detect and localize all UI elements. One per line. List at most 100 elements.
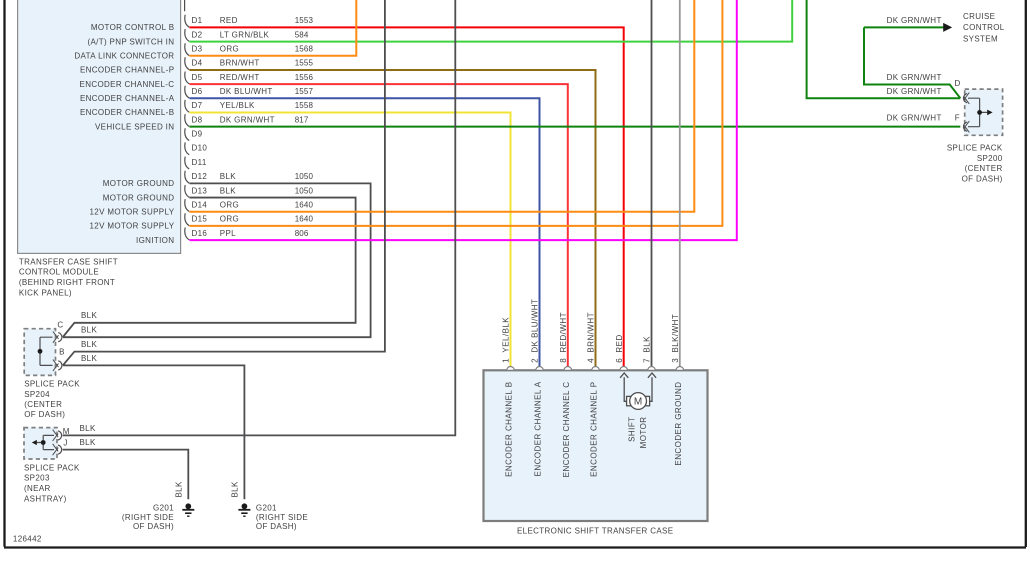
svg-text:BLK: BLK (80, 424, 96, 433)
svg-text:1556: 1556 (295, 73, 314, 82)
svg-text:1555: 1555 (295, 59, 314, 68)
svg-text:3 BLK/WHT: 3 BLK/WHT (671, 314, 680, 363)
svg-text:(RIGHT SIDE: (RIGHT SIDE (256, 513, 308, 522)
svg-text:BLK: BLK (81, 311, 97, 320)
svg-text:LT GRN/BLK: LT GRN/BLK (220, 30, 270, 39)
svg-text:RED: RED (220, 16, 238, 25)
svg-text:D8: D8 (192, 115, 203, 124)
svg-text:DK GRN/WHT: DK GRN/WHT (887, 87, 942, 96)
svg-text:1050: 1050 (295, 186, 314, 195)
svg-text:1557: 1557 (295, 87, 314, 96)
svg-text:1558: 1558 (295, 101, 314, 110)
svg-text:ORG: ORG (220, 200, 239, 209)
svg-text:ASHTRAY): ASHTRAY) (24, 494, 67, 503)
svg-text:ORG: ORG (220, 215, 239, 224)
svg-text:D11: D11 (192, 158, 207, 167)
svg-text:4 BRN/WHT: 4 BRN/WHT (587, 312, 596, 363)
svg-text:G201: G201 (153, 504, 174, 513)
svg-text:(NEAR: (NEAR (24, 484, 51, 493)
svg-text:D15: D15 (192, 215, 208, 224)
svg-text:YEL/BLK: YEL/BLK (220, 101, 255, 110)
svg-text:ENCODER CHANNEL-B: ENCODER CHANNEL-B (80, 108, 174, 117)
svg-text:MOTOR CONTROL B: MOTOR CONTROL B (91, 23, 174, 32)
svg-text:KICK PANEL): KICK PANEL) (19, 288, 72, 297)
svg-text:IGNITION: IGNITION (136, 236, 174, 245)
svg-text:D3: D3 (192, 44, 203, 53)
svg-text:VEHICLE SPEED IN: VEHICLE SPEED IN (95, 122, 174, 131)
svg-text:M: M (63, 427, 70, 436)
svg-text:SPLICE PACK: SPLICE PACK (24, 380, 80, 389)
svg-text:B: B (59, 348, 65, 357)
svg-text:OF DASH): OF DASH) (256, 522, 297, 531)
svg-text:CONTROL MODULE: CONTROL MODULE (19, 268, 99, 277)
svg-text:DK BLU/WHT: DK BLU/WHT (220, 87, 273, 96)
svg-text:DK GRN/WHT: DK GRN/WHT (220, 115, 275, 124)
svg-text:OF DASH): OF DASH) (962, 175, 1003, 184)
svg-text:584: 584 (295, 30, 309, 39)
svg-text:CONTROL: CONTROL (963, 23, 1005, 32)
svg-text:ORG: ORG (220, 44, 239, 53)
svg-text:BLK: BLK (81, 354, 97, 363)
svg-text:D10: D10 (192, 144, 208, 153)
svg-text:BLK: BLK (230, 481, 239, 497)
svg-text:G201: G201 (256, 504, 277, 513)
svg-text:BLK: BLK (81, 326, 97, 335)
svg-text:ENCODER CHANNEL C: ENCODER CHANNEL C (562, 382, 571, 478)
svg-text:(RIGHT SIDE: (RIGHT SIDE (122, 513, 174, 522)
svg-text:BRN/WHT: BRN/WHT (220, 59, 260, 68)
svg-text:MOTOR GROUND: MOTOR GROUND (103, 179, 175, 188)
svg-text:817: 817 (295, 115, 309, 124)
svg-text:DK GRN/WHT: DK GRN/WHT (887, 114, 942, 123)
svg-text:(BEHIND RIGHT FRONT: (BEHIND RIGHT FRONT (19, 278, 115, 287)
svg-text:RED/WHT: RED/WHT (220, 73, 260, 82)
svg-text:1553: 1553 (295, 16, 314, 25)
svg-text:M: M (634, 397, 642, 408)
svg-text:D4: D4 (192, 59, 203, 68)
svg-text:12V MOTOR SUPPLY: 12V MOTOR SUPPLY (90, 222, 175, 231)
svg-text:D9: D9 (192, 130, 203, 139)
svg-text:SP204: SP204 (24, 390, 50, 399)
svg-text:7 BLK: 7 BLK (643, 336, 652, 363)
svg-text:BLK: BLK (220, 172, 236, 181)
svg-text:SPLICE PACK: SPLICE PACK (947, 143, 1003, 152)
svg-text:SPLICE PACK: SPLICE PACK (24, 463, 80, 472)
svg-text:(CENTER: (CENTER (965, 164, 1003, 173)
svg-text:D16: D16 (192, 229, 208, 238)
svg-text:ENCODER CHANNEL-A: ENCODER CHANNEL-A (80, 94, 175, 103)
svg-text:SP203: SP203 (24, 474, 50, 483)
svg-text:BLK: BLK (174, 481, 183, 497)
svg-text:1050: 1050 (295, 172, 314, 181)
svg-text:ENCODER CHANNEL P: ENCODER CHANNEL P (590, 382, 599, 477)
svg-text:ELECTRONIC SHIFT TRANSFER CASE: ELECTRONIC SHIFT TRANSFER CASE (517, 527, 673, 536)
svg-text:D2: D2 (192, 30, 203, 39)
svg-text:1640: 1640 (295, 215, 314, 224)
svg-text:MOTOR: MOTOR (639, 417, 648, 449)
svg-text:1568: 1568 (295, 44, 314, 53)
svg-text:C: C (57, 320, 63, 329)
svg-text:BLK: BLK (80, 438, 96, 447)
svg-text:1640: 1640 (295, 200, 314, 209)
svg-text:ENCODER CHANNEL-P: ENCODER CHANNEL-P (80, 66, 174, 75)
svg-text:806: 806 (295, 229, 309, 238)
svg-text:D5: D5 (192, 73, 203, 82)
svg-text:D13: D13 (192, 186, 208, 195)
svg-text:126442: 126442 (13, 534, 42, 543)
svg-text:DK GRN/WHT: DK GRN/WHT (887, 73, 942, 82)
svg-text:2 DK BLU/WHT: 2 DK BLU/WHT (531, 299, 540, 363)
svg-text:1 YEL/BLK: 1 YEL/BLK (502, 317, 511, 363)
svg-text:D6: D6 (192, 87, 203, 96)
svg-text:J: J (63, 439, 67, 448)
svg-text:OF DASH): OF DASH) (24, 410, 65, 419)
svg-text:6 RED: 6 RED (615, 334, 624, 363)
svg-text:12V MOTOR SUPPLY: 12V MOTOR SUPPLY (90, 207, 175, 216)
svg-text:PPL: PPL (220, 229, 236, 238)
svg-text:D: D (955, 79, 961, 88)
svg-text:ENCODER GROUND: ENCODER GROUND (674, 382, 683, 466)
svg-text:SYSTEM: SYSTEM (963, 34, 998, 43)
svg-text:D1: D1 (192, 16, 203, 25)
svg-text:BLK: BLK (81, 340, 97, 349)
svg-text:TRANSFER CASE SHIFT: TRANSFER CASE SHIFT (19, 257, 118, 266)
svg-text:(CENTER: (CENTER (24, 400, 62, 409)
svg-text:(A/T) PNP SWITCH IN: (A/T) PNP SWITCH IN (87, 37, 174, 46)
svg-text:8 RED/WHT: 8 RED/WHT (559, 312, 568, 363)
